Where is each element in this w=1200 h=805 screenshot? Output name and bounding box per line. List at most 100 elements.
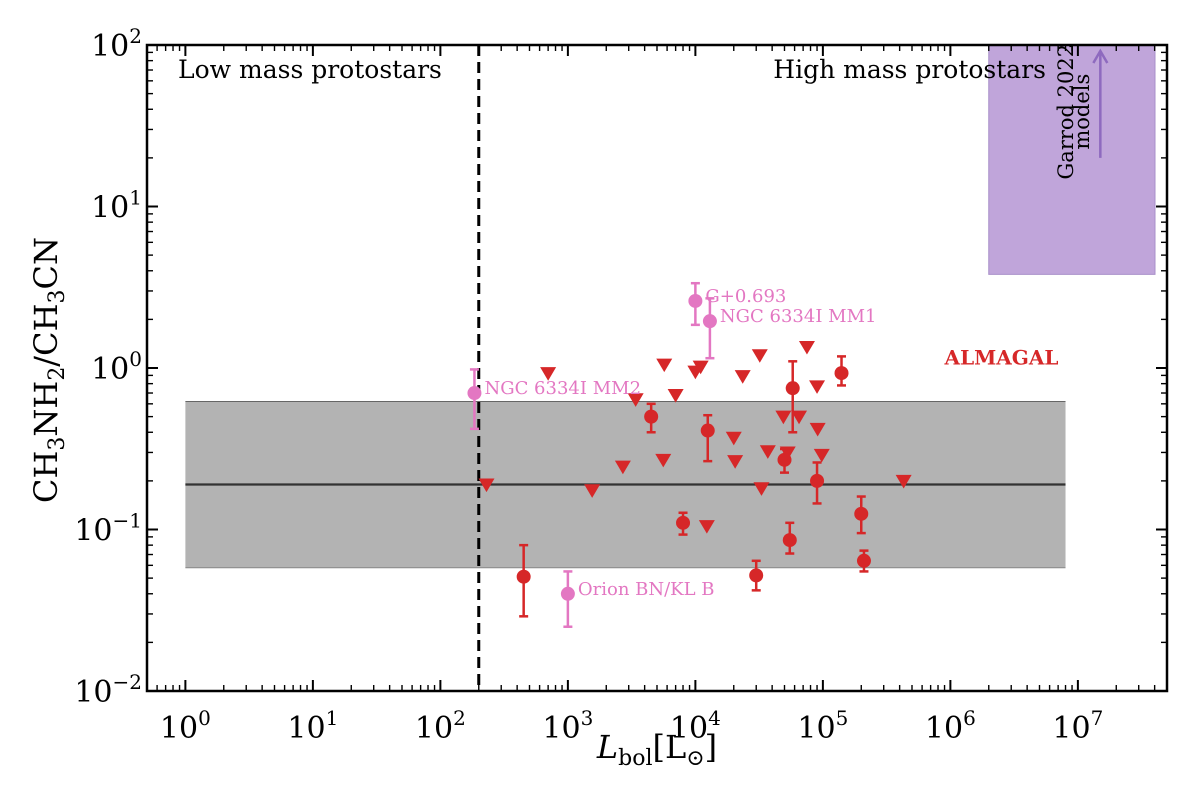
literature-source-label: Orion BN/KL B <box>578 579 715 600</box>
models-range-box <box>988 44 1156 275</box>
almagal-detection-point <box>516 569 531 584</box>
almagal-upper-limit-marker <box>727 455 744 469</box>
high-mass-region-label: High mass protostars <box>773 55 1046 84</box>
models-arrow-head <box>1092 48 1109 64</box>
x-axis-title-unit-close: ] <box>705 728 717 766</box>
y-tick-label: 10−1 <box>74 509 142 549</box>
almagal-detection-point <box>700 423 715 438</box>
almagal-upper-limit-marker <box>895 474 912 489</box>
x-tick-label-exp: 3 <box>581 706 594 730</box>
almagal-upper-limit-marker <box>751 349 768 363</box>
x-tick-label-exp: 7 <box>1091 706 1104 730</box>
almagal-detection-point <box>782 533 797 548</box>
x-tick-label-base: 10 <box>415 711 453 746</box>
almagal-upper-limit-marker <box>614 460 631 475</box>
almagal-upper-limit-marker <box>753 482 770 496</box>
shaded-band-layer <box>185 401 1066 569</box>
literature-errorbar-3 <box>705 297 715 360</box>
almagal-errorbar-3 <box>703 413 713 463</box>
almagal-detection-point <box>676 515 691 530</box>
almagal-upper-limit-marker <box>627 393 644 407</box>
literature-source-point <box>702 314 717 329</box>
literature-source-point <box>560 586 575 601</box>
almagal-detection-point <box>749 568 764 583</box>
almagal-upper-limit-marker <box>779 446 796 461</box>
x-axis-title: Lbol[L⊙] <box>596 728 717 771</box>
y-tick-label-exp: −1 <box>113 509 142 533</box>
literature-source-point <box>467 386 482 401</box>
x-tick-label-exp: 5 <box>836 706 849 730</box>
almagal-upper-limit-marker <box>584 484 601 498</box>
x-axis-title-main: L <box>596 728 618 766</box>
almagal-detection-point <box>644 409 659 424</box>
almagal-upper-limit-marker <box>775 410 792 425</box>
x-tick-label-base: 10 <box>797 711 835 746</box>
almagal-upper-limit-marker <box>540 367 557 381</box>
x-axis-title-unit-sub: ⊙ <box>686 746 704 771</box>
x-tick-label: 100 <box>160 706 211 746</box>
y-axis-title: CH3NH2/CH3CN <box>27 237 70 503</box>
almagal-detection-point <box>856 553 871 568</box>
almagal-upper-limit-marker <box>698 520 715 534</box>
almagal-upper-limit-marker <box>813 448 830 463</box>
y-tick-label-exp: 1 <box>129 186 142 210</box>
x-tick-label: 106 <box>925 706 976 746</box>
x-tick-label-exp: 4 <box>708 706 721 730</box>
y-tick-label-base: 10 <box>91 29 129 64</box>
models-label-group: Garrod 2022 models <box>1054 44 1094 180</box>
almagal-detection-point <box>810 473 825 488</box>
y-tick-label-exp: 2 <box>129 24 142 48</box>
models-layer <box>988 44 1156 275</box>
literature-source-label: NGC 6334I MM2 <box>484 378 641 399</box>
x-tick-label: 103 <box>542 706 593 746</box>
y-tick-label: 10−2 <box>74 670 142 710</box>
y-axis-title-p2: NH <box>27 381 65 437</box>
almagal-upper-limit-marker <box>791 410 808 425</box>
almagal-errorbar-7 <box>788 360 798 434</box>
x-tick-label: 107 <box>1052 706 1103 746</box>
y-tick-label-base: 10 <box>91 191 129 226</box>
x-tick-label: 104 <box>670 706 721 746</box>
almagal-label: ALMAGAL <box>944 346 1059 370</box>
almagal-upper-limit-marker <box>809 380 826 394</box>
literature-source-label: NGC 6334I MM1 <box>720 306 877 327</box>
almagal-upper-limit-marker <box>478 478 495 493</box>
almagal-upper-limit-marker <box>655 453 672 468</box>
almagal-upper-limit-marker <box>656 358 673 373</box>
literature-source-label: G+0.693 <box>705 286 786 307</box>
y-axis-title-p4: CN <box>27 237 65 289</box>
almagal-detection-point <box>785 381 800 396</box>
y-axis-title-s2: 2 <box>45 367 70 381</box>
y-tick-label-exp: −2 <box>113 670 142 694</box>
x-tick-label-exp: 1 <box>326 706 339 730</box>
y-tick-label-base: 10 <box>91 352 129 387</box>
y-axis-title-p1: CH <box>27 451 65 503</box>
models-label-line1: Garrod 2022 <box>1054 44 1078 180</box>
x-tick-label: 102 <box>415 706 466 746</box>
x-tick-label: 101 <box>287 706 338 746</box>
x-tick-label: 105 <box>797 706 848 746</box>
x-axis-title-unit: [L <box>652 728 686 766</box>
y-axis-title-s1: 3 <box>45 437 70 451</box>
almagal-upper-limit-marker <box>692 360 709 375</box>
almagal-detection-point <box>854 506 869 521</box>
x-tick-label-base: 10 <box>670 711 708 746</box>
y-axis-title-p3: /CH <box>27 304 65 367</box>
almagal-detection-point <box>834 366 849 381</box>
y-axis-title-s3: 3 <box>45 290 70 304</box>
almagal-upper-limit-marker <box>809 422 826 437</box>
x-tick-label-base: 10 <box>925 711 963 746</box>
y-tick-label-exp: 0 <box>129 347 142 371</box>
x-tick-label-base: 10 <box>1052 711 1090 746</box>
y-tick-label: 102 <box>91 24 142 64</box>
almagal-upper-limit-marker <box>759 445 776 459</box>
y-tick-label: 101 <box>91 186 142 226</box>
almagal-upper-limit-marker <box>725 431 742 446</box>
y-tick-label-base: 10 <box>74 675 112 710</box>
x-tick-label-exp: 0 <box>198 706 211 730</box>
low-mass-region-label: Low mass protostars <box>178 55 442 84</box>
y-tick-label: 100 <box>91 347 142 387</box>
